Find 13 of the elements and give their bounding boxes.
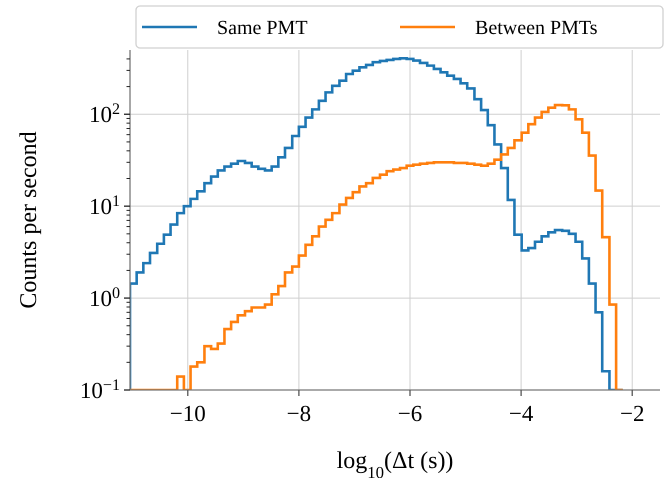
x-tick-label: −8: [286, 401, 312, 426]
x-tick-label: −6: [398, 401, 422, 426]
y-tick-label: 10$^{2}$: [88, 100, 120, 128]
x-tick-label: −4: [508, 401, 534, 426]
y-axis-title: Counts per second: [16, 131, 42, 309]
x-tick-label: −10: [170, 401, 206, 426]
legend-label: Between PMTs: [475, 17, 598, 39]
y-tick-label: 10$^{−1}$: [80, 376, 120, 403]
y-tick-label: 10$^{0}$: [88, 284, 120, 312]
x-tick-label: −2: [620, 401, 644, 426]
legend-label: Same PMT: [217, 17, 308, 39]
y-tick-label: 10$^{1}$: [88, 192, 120, 220]
x-axis-title: log$_{10}$(Δt (s)): [336, 448, 454, 478]
